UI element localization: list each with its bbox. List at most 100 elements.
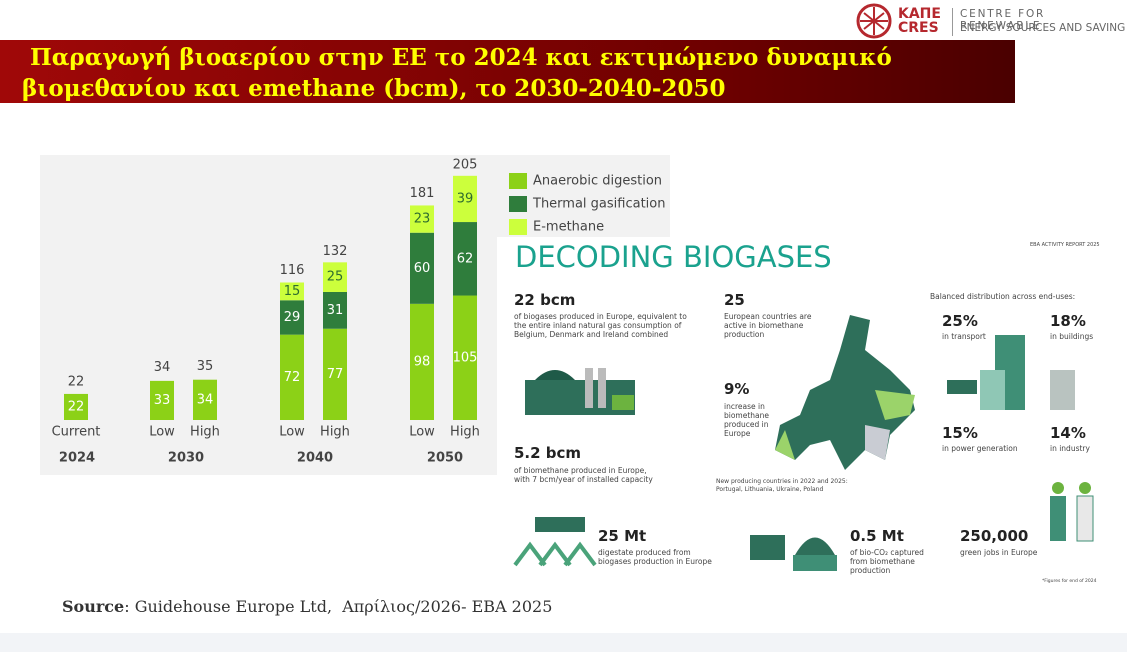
report: EBA ACTIVITY REPORT 2025 — [1030, 242, 1100, 248]
stat-value: 25 Mt — [598, 527, 647, 545]
bar-segment — [193, 379, 217, 420]
segment-label: 98 — [414, 354, 431, 369]
total-label: 34 — [154, 360, 171, 375]
category-label: Low — [279, 425, 305, 440]
stat-value: 22 bcm — [514, 291, 576, 309]
segment-label: 62 — [457, 251, 474, 266]
legend-swatch — [509, 219, 527, 235]
chart: 22 22 Current 33 34 Low 34 35 High 72 29 15 116 Low 77… — [40, 155, 670, 475]
segment-label: 72 — [284, 370, 301, 385]
stat-value: 25% — [942, 312, 978, 330]
group-label: 2030 — [168, 451, 204, 466]
bar-segment — [64, 393, 88, 420]
stat-value: 0.5 Mt — [850, 527, 904, 545]
co2-icon — [750, 535, 837, 571]
total-label: 116 — [280, 263, 305, 278]
logo-latin: CRES — [898, 20, 939, 36]
logo-mark — [856, 3, 892, 39]
stat-text: of biogases produced in Europe, equivale… — [514, 312, 687, 339]
stat-text: increase in biomethane produced in Europ… — [724, 402, 770, 438]
segment-label: 25 — [327, 270, 344, 285]
segment-label: 39 — [457, 191, 474, 206]
total-label: 132 — [323, 244, 348, 259]
category-label: Current — [52, 425, 101, 440]
legend-label: Thermal gasification — [532, 197, 665, 212]
group-label: 2050 — [427, 451, 463, 466]
bar-segment — [280, 300, 304, 335]
bar-segment — [410, 205, 434, 233]
segment-label: 77 — [327, 367, 344, 382]
total-label: 35 — [197, 359, 214, 374]
bar-segment — [150, 380, 174, 420]
title-banner — [0, 40, 1015, 103]
bar-segment — [453, 295, 477, 420]
segment-label: 60 — [414, 261, 431, 276]
stat-value: 18% — [1050, 312, 1086, 330]
bar-segment — [410, 303, 434, 420]
enduses-title: Balanced distribution across end-uses: — [930, 292, 1076, 301]
category-label: Low — [149, 425, 175, 440]
segment-label: 33 — [154, 393, 171, 408]
legend-swatch — [509, 173, 527, 189]
total-label: 22 — [68, 374, 85, 389]
stat-text: in buildings — [1050, 332, 1094, 341]
stat-value: 25 — [724, 291, 745, 309]
stat-value: 5.2 bcm — [514, 444, 582, 462]
source: Source: Guidehouse Europe Ltd, Απρίλιος/… — [62, 597, 552, 616]
bar-segment — [453, 222, 477, 296]
bar-segment — [323, 291, 347, 329]
footnote: *Figures for end of 2024 — [1042, 579, 1097, 584]
segment-label: 34 — [197, 392, 214, 407]
city-icon — [947, 335, 1075, 410]
org-name: CENTRE FOR RENEWABLE — [960, 8, 1046, 32]
stat-text: in transport — [942, 332, 986, 341]
segment-label: 15 — [284, 284, 301, 299]
stat-text: in power generation — [942, 444, 1018, 453]
group-label: 2040 — [297, 451, 333, 466]
bar-segment — [280, 334, 304, 420]
stat-value: 250,000 — [960, 527, 1029, 545]
title-line: Παραγωγή βιοαερίου στην ΕΕ το 2024 και ε… — [30, 44, 892, 71]
segment-label: 31 — [327, 303, 344, 318]
stat-value: 9% — [724, 380, 750, 398]
new-countries: New producing countries in 2022 and 2025… — [716, 478, 848, 493]
bar-segment — [280, 282, 304, 301]
stat-text: in industry — [1050, 444, 1090, 453]
category-label: High — [450, 425, 480, 440]
legend-swatch — [509, 196, 527, 212]
bar-segment — [323, 328, 347, 420]
stat-text: of biomethane produced in Europe, with 7… — [514, 466, 653, 484]
stat-text: European countries are active in biometh… — [724, 312, 812, 339]
bar-segment — [323, 262, 347, 292]
stat-text: green jobs in Europe — [960, 548, 1038, 557]
europe-map — [775, 315, 915, 470]
stat-value: 14% — [1050, 424, 1086, 442]
source-text: : Guidehouse Europe Ltd, Απρίλιος/2026- … — [124, 597, 553, 616]
logo-divider — [952, 8, 953, 36]
bar-segment — [453, 175, 477, 223]
source-label: Source — [62, 597, 125, 616]
segment-label: 22 — [68, 399, 85, 414]
digestate-icon — [513, 517, 597, 567]
infographic-title: DECODING BIOGASES — [515, 240, 832, 274]
category-label: High — [190, 425, 220, 440]
segment-label: 23 — [414, 212, 431, 227]
group-label: 2024 — [59, 451, 95, 466]
segment-label: 105 — [453, 350, 478, 365]
legend-label: E-methane — [533, 220, 604, 235]
total-label: 205 — [453, 158, 478, 173]
workers-icon — [1050, 482, 1094, 542]
stat-text: of bio-CO₂ captured from biomethane prod… — [850, 548, 924, 575]
legend-label: Anaerobic digestion — [533, 174, 662, 189]
logo-greek: ΚΑΠΕ — [898, 6, 941, 22]
stat-text: digestate produced from biogases product… — [598, 548, 712, 566]
title-line: βιομεθανίου και emethane (bcm), το 2030-… — [22, 75, 726, 102]
bar-segment — [410, 232, 434, 304]
category-label: High — [320, 425, 350, 440]
plant-icon — [525, 368, 635, 415]
org-name: ENERGY SOURCES AND SAVING — [960, 22, 1126, 34]
total-label: 181 — [410, 186, 435, 201]
segment-label: 29 — [284, 310, 301, 325]
category-label: Low — [409, 425, 435, 440]
